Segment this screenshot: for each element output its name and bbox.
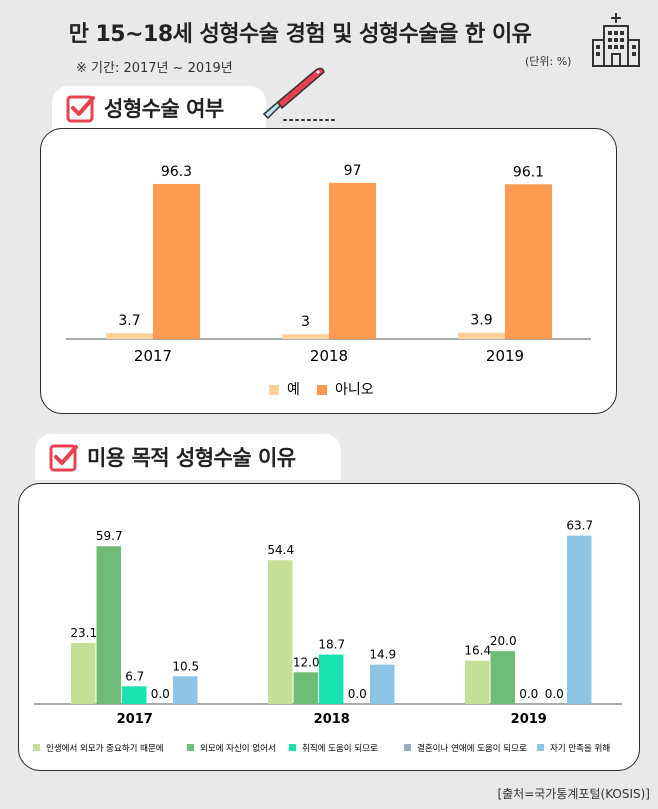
legend-label: 취직에 도움이 되므로	[302, 743, 378, 754]
chart1-panel: 3.7 96.3 2017 3 97 2018 3.9 96.1 2019 예 아니오	[40, 128, 617, 414]
data-label: 14.9	[369, 648, 396, 662]
data-label: 3	[301, 314, 310, 330]
x-tick-label: 2018	[310, 347, 348, 365]
bar	[71, 642, 96, 704]
bar	[153, 183, 200, 339]
data-label: 0.0	[151, 687, 170, 701]
legend-label: 자기 만족을 위해	[550, 744, 610, 754]
x-tick-label: 2019	[486, 347, 524, 365]
source-note: [출처=국가통계포털(KOSIS)]	[497, 787, 650, 801]
scalpel-icon	[262, 67, 337, 121]
data-label: 59.7	[96, 529, 123, 543]
data-label: 96.3	[161, 164, 192, 180]
bar	[293, 672, 318, 704]
x-tick-label: 2017	[117, 712, 153, 727]
legend-swatch	[537, 744, 544, 751]
data-label: 23.1	[70, 626, 97, 640]
data-label: 3.9	[470, 313, 492, 329]
bar	[370, 664, 395, 704]
data-label: 63.7	[566, 519, 593, 533]
data-label: 3.7	[118, 313, 140, 329]
data-label: 18.7	[318, 638, 345, 652]
section1-tab: 성형수술 여부	[52, 86, 266, 130]
legend-swatch	[33, 744, 40, 751]
bar	[465, 660, 490, 704]
data-label: 0.0	[519, 687, 538, 701]
unit-note: (단위: %)	[525, 55, 572, 68]
check-icon	[66, 95, 95, 123]
section1-label: 성형수술 여부	[104, 97, 224, 121]
bar	[96, 546, 121, 704]
x-tick-label: 2019	[511, 712, 547, 727]
legend-swatch	[404, 744, 411, 751]
chart1: 3.7 96.3 2017 3 97 2018 3.9 96.1 2019 예 아니오	[66, 163, 591, 398]
data-label: 10.5	[172, 659, 199, 673]
legend-swatch	[187, 744, 194, 751]
data-label: 6.7	[125, 669, 144, 683]
legend-label: 인생에서 외모가 중요하기 때문에	[46, 743, 164, 754]
data-label: 0.0	[348, 687, 367, 701]
legend-label: 결혼이나 연애에 도움이 되므로	[417, 743, 527, 754]
legend-label: 예	[287, 382, 300, 398]
section2-label: 미용 목적 성형수술 이유	[87, 446, 296, 470]
x-tick-label: 2018	[314, 712, 350, 727]
section2-tab: 미용 목적 성형수술 이유	[35, 434, 341, 480]
bar	[106, 333, 153, 339]
legend-swatch	[269, 385, 279, 395]
bar	[319, 654, 344, 704]
data-label: 54.4	[267, 543, 294, 557]
chart2-panel: 23.1 59.7 6.7 0.0 10.5 2017 54.4 12.0 18.7 0.0 14.…	[18, 483, 640, 771]
bar	[567, 535, 592, 704]
data-label: 16.4	[464, 644, 491, 658]
hospital-icon	[592, 13, 640, 67]
data-label: 97	[344, 163, 362, 179]
bar	[458, 332, 505, 339]
legend-swatch	[289, 744, 296, 751]
bar	[173, 676, 198, 704]
legend-swatch	[317, 385, 327, 395]
bar	[490, 651, 515, 704]
bar	[282, 334, 329, 339]
x-tick-label: 2017	[134, 347, 172, 365]
page-title: 만 15~18세 성형수술 경험 및 성형수술을 한 이유	[68, 22, 532, 47]
chart2: 23.159.76.70.010.5201754.412.018.70.014.…	[33, 519, 622, 754]
check-icon	[49, 444, 78, 472]
bar	[329, 182, 376, 339]
data-label: 96.1	[513, 164, 544, 180]
data-label: 0.0	[545, 687, 564, 701]
legend-label: 아니오	[335, 382, 374, 398]
bar	[505, 184, 552, 339]
bar	[122, 686, 147, 704]
period-note: ※ 기간: 2017년 ~ 2019년	[76, 61, 233, 76]
data-label: 20.0	[490, 634, 517, 648]
data-label: 12.0	[293, 655, 320, 669]
bar	[268, 560, 293, 704]
legend-label: 외모에 자신이 없어서	[200, 743, 276, 754]
